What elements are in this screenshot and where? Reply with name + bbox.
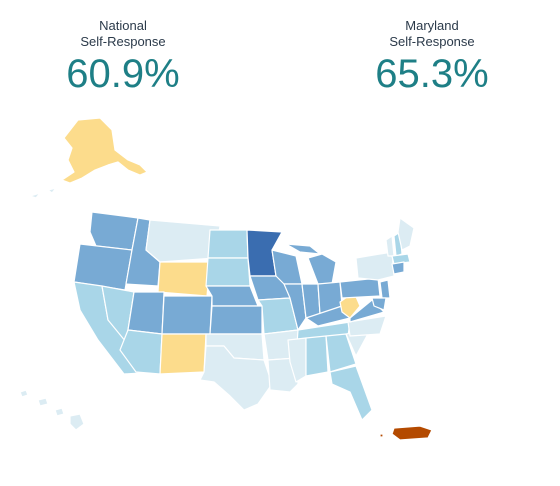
national-label-line1: National xyxy=(99,18,147,33)
state-montana xyxy=(145,219,221,263)
state-label-line1: Maryland xyxy=(405,18,459,33)
state-north-carolina xyxy=(347,315,387,337)
state-connecticut xyxy=(391,261,405,275)
state-maine xyxy=(397,217,415,251)
state-puerto-rico xyxy=(391,425,433,441)
region-contiguous-us[interactable] xyxy=(73,211,415,421)
region-hawaii[interactable] xyxy=(19,389,85,431)
state-massachusetts xyxy=(391,253,411,265)
alaska-islands xyxy=(29,192,41,199)
region-alaska[interactable] xyxy=(29,117,148,199)
state-georgia xyxy=(325,333,357,373)
hawaii-island-1 xyxy=(19,389,29,398)
state-nebraska xyxy=(205,285,259,307)
state-michigan-up xyxy=(285,243,321,255)
state-new-jersey xyxy=(379,279,391,299)
state-new-mexico xyxy=(159,333,207,375)
state-alaska xyxy=(61,117,148,184)
state-new-york xyxy=(355,251,395,281)
hawaii-island-2 xyxy=(37,397,49,407)
state-illinois xyxy=(283,283,307,331)
national-label-line2: Self-Response xyxy=(80,34,166,49)
state-mississippi xyxy=(287,337,307,383)
state-north-dakota xyxy=(207,229,249,259)
state-washington xyxy=(89,211,139,251)
state-kansas xyxy=(209,305,263,335)
alaska-islands-2 xyxy=(47,187,57,194)
state-alabama xyxy=(305,335,329,377)
state-maryland xyxy=(371,297,387,311)
state-utah xyxy=(127,291,165,335)
state-colorado xyxy=(161,295,213,335)
state-michigan xyxy=(307,253,337,285)
state-south-dakota xyxy=(205,257,251,287)
state-self-response: Maryland Self-Response 65.3% xyxy=(332,18,532,96)
state-texas xyxy=(199,345,273,411)
state-arizona xyxy=(119,329,163,375)
state-vermont xyxy=(385,235,395,257)
national-value: 60.9% xyxy=(66,52,180,96)
puerto-rico-islet xyxy=(379,433,384,438)
state-florida xyxy=(329,365,373,421)
state-pennsylvania xyxy=(339,277,381,299)
hawaii-island-3 xyxy=(54,407,65,417)
region-puerto-rico[interactable] xyxy=(379,425,433,441)
state-wyoming xyxy=(157,261,211,297)
state-label-line2: Self-Response xyxy=(389,34,475,49)
national-self-response: National Self-Response 60.9% xyxy=(23,18,223,96)
hawaii-island-4 xyxy=(69,413,85,431)
state-value: 65.3% xyxy=(375,52,489,96)
